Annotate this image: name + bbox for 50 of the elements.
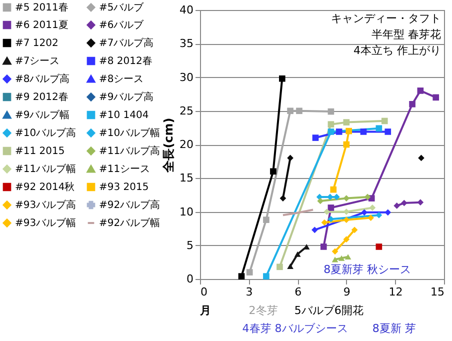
- legend-label: #92バルブ高: [99, 199, 160, 211]
- legend-label: #9 2012春: [15, 92, 68, 103]
- text: 4春芽 8バルブシース: [242, 322, 348, 335]
- legend-label: #9バルブ幅: [15, 109, 70, 121]
- x-tick-label: 3: [246, 286, 253, 298]
- text: 8夏新 芽: [372, 322, 416, 335]
- y-tick-label: 25: [180, 104, 194, 118]
- legend-label: #8シース: [99, 74, 144, 85]
- legend-label: #6 2011夏: [15, 20, 68, 31]
- legend-label: #7バルブ高: [99, 37, 154, 49]
- legend-label: #8バルブ高: [15, 73, 70, 85]
- y-tick-label: 5: [186, 238, 194, 252]
- y-tick-label: 10: [180, 205, 194, 218]
- legend-label: #11バルブ高: [99, 145, 160, 157]
- legend-label: #92 2014秋: [15, 181, 75, 193]
- legend-label: #6バルブ: [99, 19, 145, 31]
- y-tick-label: 0: [186, 272, 194, 286]
- x-tick-label: 0: [200, 286, 208, 298]
- text: 2冬芽: [248, 304, 278, 317]
- legend-label: #11シース: [99, 164, 150, 175]
- legend-label: #10バルブ幅: [99, 127, 160, 139]
- legend-label: #5 2011春: [15, 2, 68, 14]
- text: 5バルブ6開花: [294, 304, 364, 317]
- legend-label: #10 1404: [99, 110, 149, 121]
- legend-label: #11バルブ幅: [15, 163, 76, 175]
- y-tick-label: 20: [180, 138, 194, 151]
- legend-label: #93 2015: [99, 182, 149, 193]
- legend-label: #93バルブ高: [15, 199, 76, 211]
- legend-label: #7シース: [15, 56, 60, 67]
- legend-label: #9バルブ高: [99, 91, 154, 103]
- legend-label: #8 2012春: [99, 56, 152, 67]
- legend-label: #7 1202: [15, 38, 58, 49]
- legend-label: #10バルブ高: [15, 127, 76, 139]
- legend-label: #5バルブ: [99, 1, 145, 14]
- y-tick-label: 15: [180, 172, 194, 185]
- legend-label: #92バルブ幅: [99, 217, 160, 229]
- chart-title: キャンディー・タフト: [331, 12, 441, 25]
- x-tick-label: 9: [343, 286, 350, 298]
- y-axis-title: 全長(cm): [162, 118, 176, 174]
- x-tick-label: 12: [388, 286, 403, 298]
- text: 半年型 春芽花 4本立ち 作上がり: [354, 28, 441, 57]
- y-tick-label: 30: [180, 70, 194, 84]
- legend-label: #93バルブ幅: [15, 217, 76, 229]
- y-tick-label: 40: [180, 4, 194, 16]
- x-tick-label: 6: [294, 286, 302, 298]
- legend-label: #11 2015: [15, 146, 65, 157]
- x-tick-label: 15: [430, 286, 444, 298]
- annotation: 8夏新芽 秋シース: [324, 263, 412, 276]
- text: 月: [199, 304, 211, 317]
- y-tick-label: 35: [180, 37, 194, 50]
